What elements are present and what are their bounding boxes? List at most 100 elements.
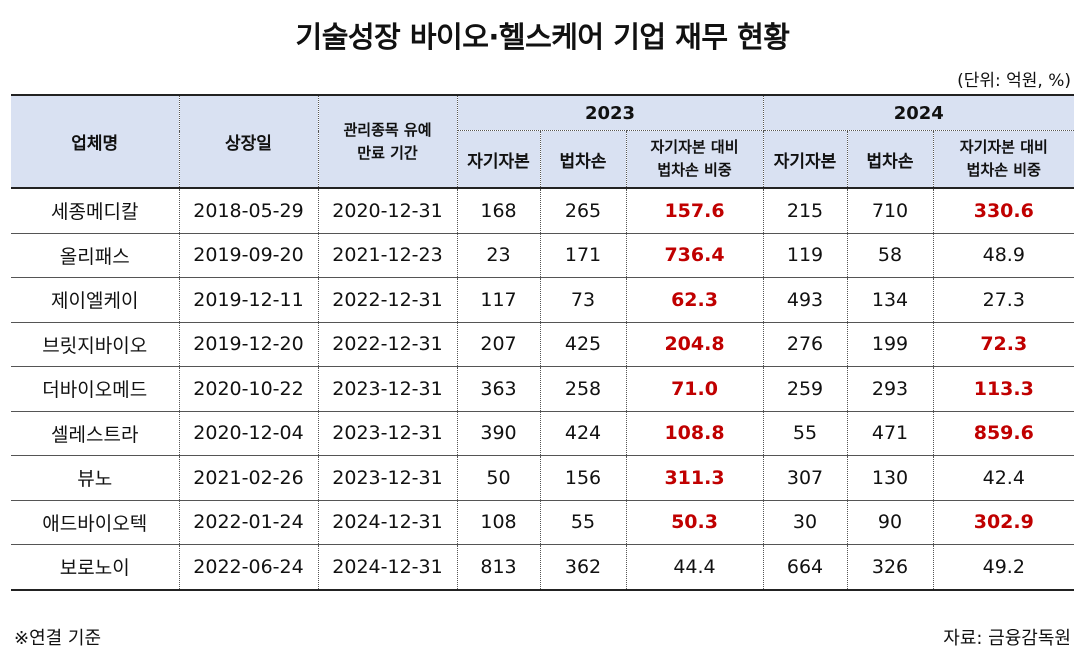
equity-2024-cell: 215 [762, 188, 848, 234]
table-row: 제이엘케이 2019-12-11 2022-12-31 117 73 62.3 493 134… [11, 277, 1075, 323]
header-grace-period: 관리종목 유예 만료 기간 [317, 94, 458, 189]
loss-2023-cell: 362 [539, 544, 627, 591]
loss-2024-cell: 471 [846, 411, 934, 456]
loss-2023-cell: 171 [539, 233, 627, 278]
header-row-1: 업체명 상장일 관리종목 유예 만료 기간 2023 2024 [11, 94, 1075, 189]
loss-2023-cell: 265 [539, 188, 627, 234]
listing-date-cell: 2019-12-20 [178, 322, 319, 367]
ratio-2024-cell: 48.9 [932, 233, 1075, 278]
equity-2024-cell: 259 [762, 366, 848, 412]
ratio-2024-cell: 27.3 [932, 277, 1075, 323]
company-cell: 더바이오메드 [11, 366, 180, 412]
equity-2023-cell: 813 [456, 544, 541, 591]
listing-date-cell: 2019-09-20 [178, 233, 319, 278]
equity-2023-cell: 363 [456, 366, 541, 412]
ratio-2024-cell: 72.3 [932, 322, 1075, 367]
loss-2023-cell: 156 [539, 455, 627, 501]
header-ratio-2024: 자기자본 대비 법차손 비중 [932, 130, 1075, 189]
grace-expiry-cell: 2022-12-31 [317, 277, 458, 323]
listing-date-cell: 2021-02-26 [178, 455, 319, 501]
grace-expiry-cell: 2022-12-31 [317, 322, 458, 367]
ratio-2023-cell: 44.4 [625, 544, 764, 591]
header-ratio-line1: 자기자본 대비 [959, 138, 1048, 156]
company-cell: 올리패스 [11, 233, 180, 278]
table-row: 애드바이오텍 2022-01-24 2024-12-31 108 55 50.3 30 90 3… [11, 500, 1075, 545]
header-company: 업체명 [11, 94, 180, 189]
ratio-2024-cell: 330.6 [932, 188, 1075, 234]
header-loss-2023: 법차손 [539, 130, 627, 189]
equity-2024-cell: 664 [762, 544, 848, 591]
loss-2024-cell: 293 [846, 366, 934, 412]
loss-2024-cell: 326 [846, 544, 934, 591]
header-ratio-line1: 자기자본 대비 [650, 138, 739, 156]
table-body: 세종메디칼 2018-05-29 2020-12-31 168 265 157.6 215 7… [11, 188, 1075, 591]
company-cell: 셀레스트라 [11, 411, 180, 456]
loss-2023-cell: 424 [539, 411, 627, 456]
ratio-2023-cell: 108.8 [625, 411, 764, 456]
ratio-2023-cell: 71.0 [625, 366, 764, 412]
listing-date-cell: 2020-12-04 [178, 411, 319, 456]
grace-expiry-cell: 2021-12-23 [317, 233, 458, 278]
header-grace-line1: 관리종목 유예 [343, 120, 432, 139]
loss-2024-cell: 90 [846, 500, 934, 545]
ratio-2023-cell: 736.4 [625, 233, 764, 278]
grace-expiry-cell: 2024-12-31 [317, 544, 458, 591]
ratio-2024-cell: 859.6 [932, 411, 1075, 456]
loss-2024-cell: 134 [846, 277, 934, 323]
equity-2024-cell: 493 [762, 277, 848, 323]
loss-2024-cell: 130 [846, 455, 934, 501]
table-row: 올리패스 2019-09-20 2021-12-23 23 171 736.4 119 58 4… [11, 233, 1075, 278]
table-row: 보로노이 2022-06-24 2024-12-31 813 362 44.4 664 326… [11, 544, 1075, 591]
company-cell: 애드바이오텍 [11, 500, 180, 545]
ratio-2024-cell: 302.9 [932, 500, 1075, 545]
company-cell: 제이엘케이 [11, 277, 180, 323]
ratio-2024-cell: 113.3 [932, 366, 1075, 412]
table-row: 더바이오메드 2020-10-22 2023-12-31 363 258 71.0 259 2… [11, 366, 1075, 412]
loss-2023-cell: 258 [539, 366, 627, 412]
header-year-2023: 2023 [456, 94, 764, 131]
equity-2023-cell: 207 [456, 322, 541, 367]
equity-2024-cell: 307 [762, 455, 848, 501]
table-row: 뷰노 2021-02-26 2023-12-31 50 156 311.3 307 130 42… [11, 455, 1075, 501]
unit-label: (단위: 억원, %) [957, 71, 1071, 91]
grace-expiry-cell: 2020-12-31 [317, 188, 458, 234]
company-cell: 뷰노 [11, 455, 180, 501]
header-ratio-2023: 자기자본 대비 법차손 비중 [625, 130, 764, 189]
header-loss-2024: 법차손 [846, 130, 934, 189]
listing-date-cell: 2019-12-11 [178, 277, 319, 323]
header-grace-line2: 만료 기간 [357, 143, 418, 162]
equity-2023-cell: 50 [456, 455, 541, 501]
ratio-2023-cell: 204.8 [625, 322, 764, 367]
header-equity-2024: 자기자본 [762, 130, 848, 189]
loss-2023-cell: 55 [539, 500, 627, 545]
table-row: 세종메디칼 2018-05-29 2020-12-31 168 265 157.6 215 7… [11, 188, 1075, 234]
listing-date-cell: 2022-01-24 [178, 500, 319, 545]
listing-date-cell: 2018-05-29 [178, 188, 319, 234]
listing-date-cell: 2020-10-22 [178, 366, 319, 412]
company-cell: 세종메디칼 [11, 188, 180, 234]
header-equity-2023: 자기자본 [457, 130, 541, 189]
equity-2024-cell: 276 [762, 322, 848, 367]
equity-2024-cell: 119 [762, 233, 848, 278]
footnote: ※연결 기준 [14, 628, 102, 649]
header-listing-date: 상장일 [178, 94, 319, 189]
equity-2023-cell: 390 [456, 411, 541, 456]
ratio-2023-cell: 62.3 [625, 277, 764, 323]
equity-2023-cell: 23 [456, 233, 541, 278]
grace-expiry-cell: 2024-12-31 [317, 500, 458, 545]
financial-status-table: 업체명 상장일 관리종목 유예 만료 기간 2023 2024 자기자본 법차손… [11, 94, 1075, 591]
equity-2023-cell: 117 [456, 277, 541, 323]
source-label: 자료: 금융감독원 [943, 628, 1071, 649]
ratio-2023-cell: 157.6 [625, 188, 764, 234]
equity-2024-cell: 55 [762, 411, 848, 456]
loss-2024-cell: 710 [846, 188, 934, 234]
ratio-2024-cell: 49.2 [932, 544, 1075, 591]
company-cell: 브릿지바이오 [11, 322, 180, 367]
header-row-2: 자기자본 법차손 자기자본 대비 법차손 비중 자기자본 법차손 자기자본 대비… [11, 130, 1075, 189]
equity-2024-cell: 30 [762, 500, 848, 545]
table-row: 브릿지바이오 2019-12-20 2022-12-31 207 425 204.8 276… [11, 322, 1075, 367]
header-ratio-line2: 법차손 비중 [966, 161, 1041, 179]
equity-2023-cell: 108 [456, 500, 541, 545]
loss-2023-cell: 425 [539, 322, 627, 367]
ratio-2023-cell: 50.3 [625, 500, 764, 545]
